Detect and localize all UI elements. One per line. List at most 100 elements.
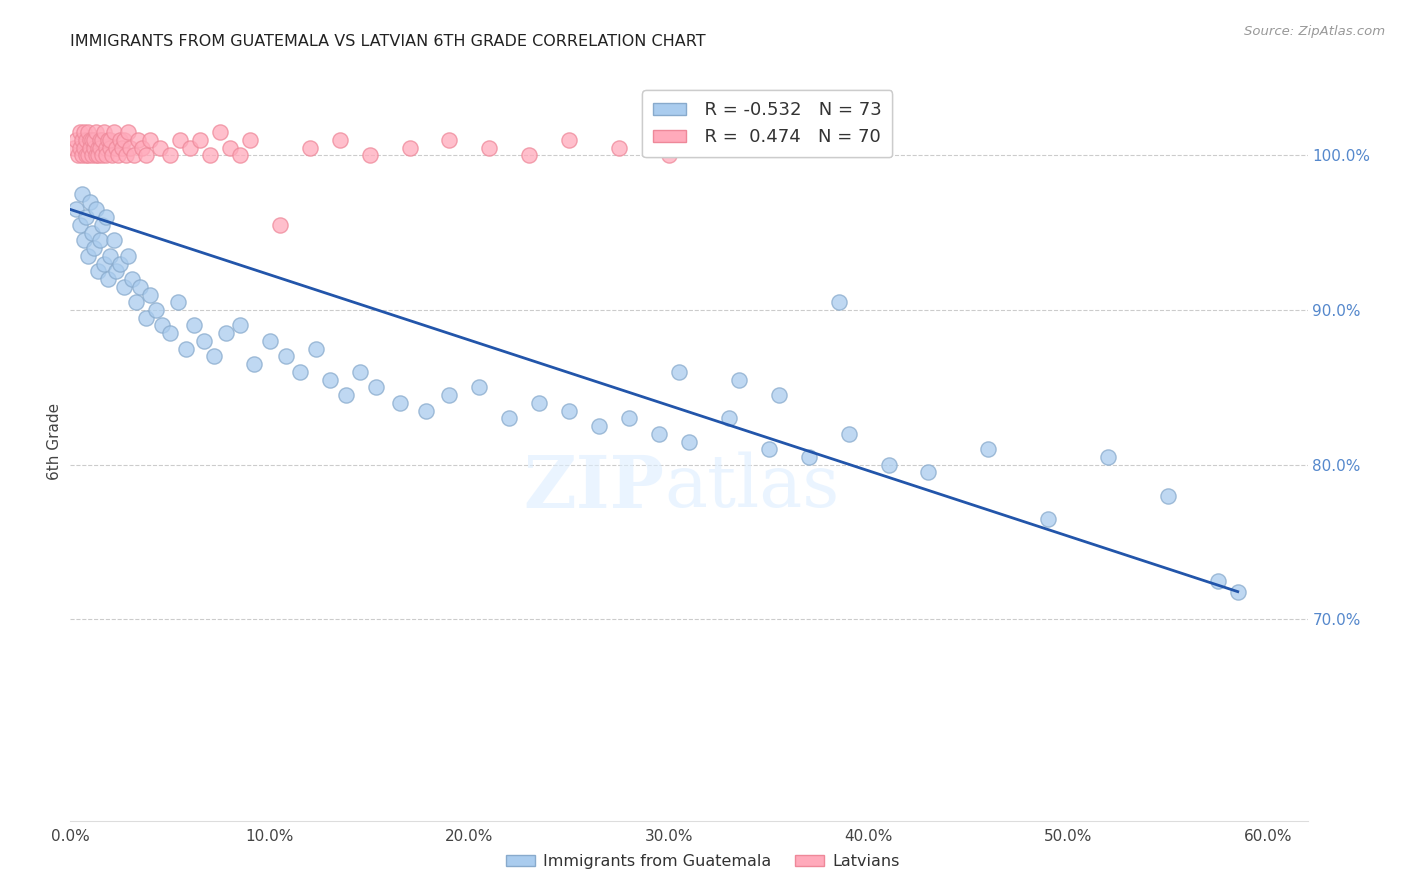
Point [977, 442, 1000, 457]
Point [98, 140, 121, 154]
Point [274, 350, 297, 364]
Point [678, 434, 700, 449]
Point [319, 373, 342, 387]
Point [69, 218, 91, 232]
Point [73, 140, 96, 154]
Point [188, 133, 211, 147]
Point [219, 140, 242, 154]
Point [84, 125, 107, 139]
Point [72, 148, 94, 162]
Point [129, 280, 152, 294]
Point [838, 426, 860, 441]
Point [97, 272, 120, 286]
Point [65, 202, 87, 217]
Point [229, 318, 252, 333]
Point [478, 140, 501, 154]
Point [120, 140, 142, 154]
Point [65, 133, 87, 147]
Point [96, 148, 118, 162]
Point [111, 140, 134, 154]
Point [75, 210, 97, 224]
Point [364, 380, 387, 394]
Point [179, 140, 201, 154]
Point [167, 295, 190, 310]
Point [558, 133, 581, 147]
Point [139, 287, 162, 301]
Point [335, 388, 357, 402]
Point [668, 365, 690, 379]
Point [259, 334, 281, 348]
Point [169, 133, 191, 147]
Point [117, 249, 139, 263]
Point [208, 125, 231, 139]
Point [229, 148, 252, 162]
Point [135, 148, 157, 162]
Point [727, 373, 749, 387]
Legend: Immigrants from Guatemala, Latvians: Immigrants from Guatemala, Latvians [501, 847, 905, 875]
Point [131, 140, 153, 154]
Point [96, 140, 118, 154]
Point [617, 411, 640, 425]
Point [139, 133, 162, 147]
Point [72, 133, 94, 147]
Point [73, 125, 96, 139]
Point [877, 458, 900, 472]
Point [439, 133, 461, 147]
Point [103, 233, 125, 247]
Text: IMMIGRANTS FROM GUATEMALA VS LATVIAN 6TH GRADE CORRELATION CHART: IMMIGRANTS FROM GUATEMALA VS LATVIAN 6TH… [70, 34, 706, 49]
Point [121, 272, 143, 286]
Point [84, 148, 107, 162]
Point [398, 140, 420, 154]
Point [77, 148, 100, 162]
Point [183, 318, 205, 333]
Point [243, 357, 266, 371]
Point [87, 140, 110, 154]
Point [82, 226, 104, 240]
Point [87, 148, 110, 162]
Point [1157, 489, 1180, 503]
Point [288, 365, 311, 379]
Point [115, 148, 138, 162]
Point [415, 403, 437, 417]
Text: Source: ZipAtlas.com: Source: ZipAtlas.com [1244, 25, 1385, 38]
Point [83, 140, 105, 154]
Point [79, 194, 101, 209]
Point [707, 133, 730, 147]
Point [202, 350, 225, 364]
Point [79, 133, 101, 147]
Point [468, 380, 491, 394]
Point [101, 148, 124, 162]
Point [75, 133, 97, 147]
Point [717, 411, 740, 425]
Point [117, 125, 139, 139]
Point [97, 133, 120, 147]
Point [112, 280, 135, 294]
Point [215, 326, 238, 341]
Point [388, 396, 411, 410]
Point [89, 233, 111, 247]
Point [79, 140, 101, 154]
Point [607, 140, 630, 154]
Text: atlas: atlas [664, 451, 839, 523]
Point [529, 396, 551, 410]
Point [77, 249, 100, 263]
Point [329, 133, 352, 147]
Point [159, 148, 181, 162]
Point [797, 450, 820, 464]
Point [588, 419, 610, 434]
Y-axis label: 6th Grade: 6th Grade [46, 403, 62, 480]
Point [103, 125, 125, 139]
Text: ZIP: ZIP [523, 451, 664, 523]
Point [87, 264, 110, 278]
Point [73, 233, 96, 247]
Point [83, 133, 105, 147]
Point [1226, 584, 1249, 599]
Point [439, 388, 461, 402]
Point [122, 148, 145, 162]
Point [125, 295, 148, 310]
Point [77, 125, 100, 139]
Point [558, 403, 581, 417]
Point [108, 133, 131, 147]
Point [72, 186, 94, 201]
Point [150, 318, 173, 333]
